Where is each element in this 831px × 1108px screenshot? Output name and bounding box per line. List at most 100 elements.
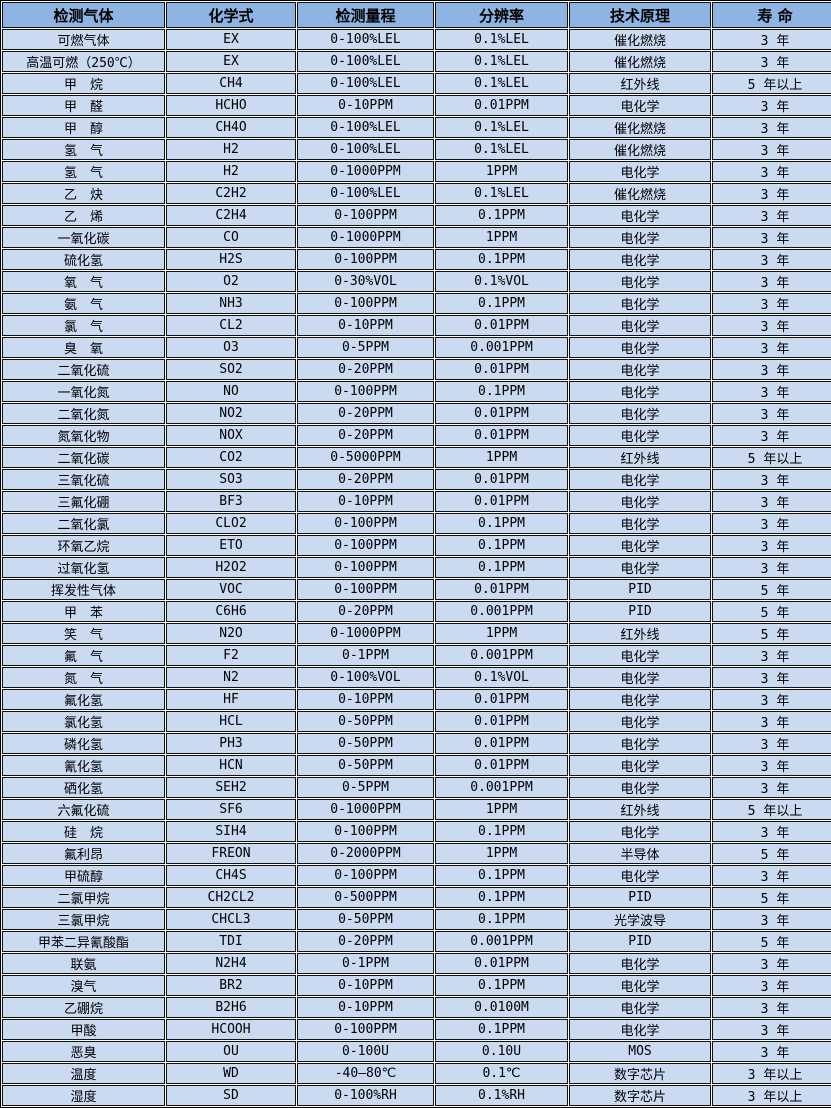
cell-range: 0-100%LEL bbox=[297, 183, 434, 204]
cell-formula: TDI bbox=[166, 931, 296, 952]
table-row: 甲 烷 CH4 0-100%LEL 0.1%LEL 红外线 5 年以上 bbox=[2, 73, 831, 94]
table-row: 氯 气 CL2 0-10PPM 0.01PPM 电化学 3 年 bbox=[2, 315, 831, 336]
cell-range: 0-100%VOL bbox=[297, 667, 434, 688]
cell-resolution: 0.0100M bbox=[435, 997, 568, 1018]
cell-lifespan: 5 年以上 bbox=[712, 73, 831, 94]
cell-gas: 可燃气体 bbox=[2, 29, 165, 50]
cell-principle: 电化学 bbox=[569, 535, 711, 556]
cell-range: 0-30%VOL bbox=[297, 271, 434, 292]
cell-lifespan: 3 年 bbox=[712, 139, 831, 160]
cell-gas: 高温可燃（250℃） bbox=[2, 51, 165, 72]
cell-formula: F2 bbox=[166, 645, 296, 666]
table-row: 环氧乙烷 ETO 0-100PPM 0.1PPM 电化学 3 年 bbox=[2, 535, 831, 556]
cell-gas: 甲 醇 bbox=[2, 117, 165, 138]
table-row: 甲 苯 C6H6 0-20PPM 0.001PPM PID 5 年 bbox=[2, 601, 831, 622]
cell-resolution: 0.1PPM bbox=[435, 821, 568, 842]
table-row: 二氯甲烷 CH2CL2 0-500PPM 0.1PPM PID 5 年 bbox=[2, 887, 831, 908]
cell-resolution: 0.1PPM bbox=[435, 1019, 568, 1040]
cell-resolution: 0.1PPM bbox=[435, 909, 568, 930]
cell-resolution: 0.1℃ bbox=[435, 1063, 568, 1084]
cell-resolution: 0.1PPM bbox=[435, 887, 568, 908]
cell-formula: EX bbox=[166, 51, 296, 72]
table-row: 二氧化碳 CO2 0-5000PPM 1PPM 红外线 5 年以上 bbox=[2, 447, 831, 468]
cell-principle: 红外线 bbox=[569, 799, 711, 820]
cell-gas: 二氯甲烷 bbox=[2, 887, 165, 908]
cell-lifespan: 3 年 bbox=[712, 381, 831, 402]
cell-resolution: 0.01PPM bbox=[435, 689, 568, 710]
table-row: 氢 气 H2 0-100%LEL 0.1%LEL 催化燃烧 3 年 bbox=[2, 139, 831, 160]
cell-resolution: 0.1PPM bbox=[435, 293, 568, 314]
cell-resolution: 1PPM bbox=[435, 227, 568, 248]
cell-resolution: 0.1%LEL bbox=[435, 139, 568, 160]
cell-range: 0-100%LEL bbox=[297, 117, 434, 138]
cell-formula: N2O bbox=[166, 623, 296, 644]
table-row: 磷化氢 PH3 0-50PPM 0.01PPM 电化学 3 年 bbox=[2, 733, 831, 754]
cell-principle: 电化学 bbox=[569, 645, 711, 666]
cell-formula: SO2 bbox=[166, 359, 296, 380]
cell-principle: 电化学 bbox=[569, 1019, 711, 1040]
cell-range: 0-100PPM bbox=[297, 293, 434, 314]
cell-range: 0-100PPM bbox=[297, 381, 434, 402]
table-row: 六氟化硫 SF6 0-1000PPM 1PPM 红外线 5 年以上 bbox=[2, 799, 831, 820]
table-row: 二氧化氯 CLO2 0-100PPM 0.1PPM 电化学 3 年 bbox=[2, 513, 831, 534]
table-row: 氮氧化物 NOX 0-20PPM 0.01PPM 电化学 3 年 bbox=[2, 425, 831, 446]
cell-lifespan: 3 年 bbox=[712, 469, 831, 490]
cell-formula: SEH2 bbox=[166, 777, 296, 798]
cell-formula: WD bbox=[166, 1063, 296, 1084]
cell-lifespan: 3 年 bbox=[712, 359, 831, 380]
cell-range: 0-1PPM bbox=[297, 645, 434, 666]
cell-lifespan: 5 年 bbox=[712, 601, 831, 622]
cell-formula: BF3 bbox=[166, 491, 296, 512]
cell-range: 0-10PPM bbox=[297, 315, 434, 336]
cell-resolution: 0.01PPM bbox=[435, 469, 568, 490]
cell-formula: N2 bbox=[166, 667, 296, 688]
cell-gas: 氮氧化物 bbox=[2, 425, 165, 446]
table-row: 恶臭 OU 0-100U 0.10U MOS 3 年 bbox=[2, 1041, 831, 1062]
table-row: 臭 氧 O3 0-5PPM 0.001PPM 电化学 3 年 bbox=[2, 337, 831, 358]
cell-resolution: 0.1PPM bbox=[435, 513, 568, 534]
cell-formula: NH3 bbox=[166, 293, 296, 314]
cell-range: 0-10PPM bbox=[297, 975, 434, 996]
cell-resolution: 0.01PPM bbox=[435, 359, 568, 380]
cell-gas: 氢 气 bbox=[2, 139, 165, 160]
cell-lifespan: 3 年 bbox=[712, 29, 831, 50]
cell-principle: 电化学 bbox=[569, 161, 711, 182]
cell-principle: 催化燃烧 bbox=[569, 117, 711, 138]
cell-lifespan: 3 年 bbox=[712, 293, 831, 314]
cell-gas: 甲 苯 bbox=[2, 601, 165, 622]
table-row: 三氯甲烷 CHCL3 0-50PPM 0.1PPM 光学波导 3 年 bbox=[2, 909, 831, 930]
cell-gas: 三氟化硼 bbox=[2, 491, 165, 512]
cell-principle: 电化学 bbox=[569, 997, 711, 1018]
cell-resolution: 0.1PPM bbox=[435, 381, 568, 402]
cell-range: 0-100U bbox=[297, 1041, 434, 1062]
cell-lifespan: 3 年 bbox=[712, 425, 831, 446]
cell-resolution: 0.001PPM bbox=[435, 337, 568, 358]
cell-principle: 红外线 bbox=[569, 623, 711, 644]
table-row: 甲 醛 HCHO 0-10PPM 0.01PPM 电化学 3 年 bbox=[2, 95, 831, 116]
cell-gas: 氟化氢 bbox=[2, 689, 165, 710]
cell-range: 0-100PPM bbox=[297, 557, 434, 578]
cell-gas: 六氟化硫 bbox=[2, 799, 165, 820]
cell-lifespan: 5 年 bbox=[712, 887, 831, 908]
cell-range: 0-10PPM bbox=[297, 95, 434, 116]
cell-principle: 数字芯片 bbox=[569, 1063, 711, 1084]
table-row: 氟利昂 FREON 0-2000PPM 1PPM 半导体 5 年 bbox=[2, 843, 831, 864]
cell-range: 0-5PPM bbox=[297, 777, 434, 798]
table-row: 三氟化硼 BF3 0-10PPM 0.01PPM 电化学 3 年 bbox=[2, 491, 831, 512]
cell-principle: 电化学 bbox=[569, 557, 711, 578]
cell-lifespan: 3 年 bbox=[712, 337, 831, 358]
cell-resolution: 0.01PPM bbox=[435, 579, 568, 600]
cell-resolution: 0.1%RH bbox=[435, 1085, 568, 1106]
cell-formula: N2H4 bbox=[166, 953, 296, 974]
cell-principle: 电化学 bbox=[569, 975, 711, 996]
cell-formula: NOX bbox=[166, 425, 296, 446]
column-header-formula: 化学式 bbox=[166, 2, 296, 28]
table-row: 硅 烷 SIH4 0-100PPM 0.1PPM 电化学 3 年 bbox=[2, 821, 831, 842]
cell-formula: C6H6 bbox=[166, 601, 296, 622]
column-header-lifespan: 寿 命 bbox=[712, 2, 831, 28]
cell-lifespan: 3 年 bbox=[712, 755, 831, 776]
cell-gas: 氨 气 bbox=[2, 293, 165, 314]
cell-gas: 挥发性气体 bbox=[2, 579, 165, 600]
table-row: 乙硼烷 B2H6 0-10PPM 0.0100M 电化学 3 年 bbox=[2, 997, 831, 1018]
cell-principle: PID bbox=[569, 887, 711, 908]
